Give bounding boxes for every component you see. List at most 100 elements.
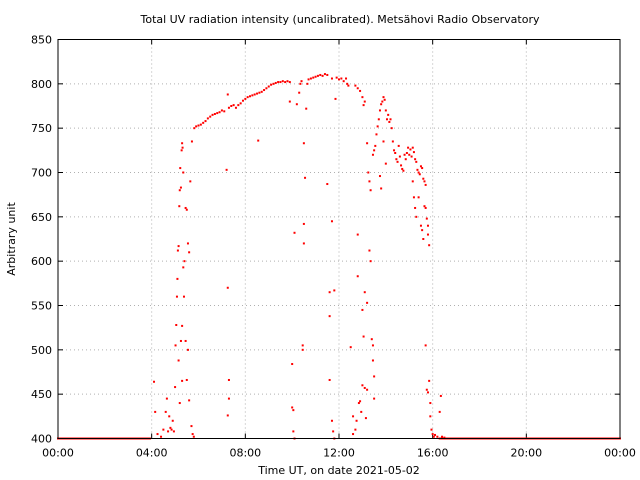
data-point [363,291,366,294]
data-point [419,165,422,168]
data-point [411,180,414,183]
data-point [253,93,256,96]
data-point [361,384,364,387]
y-tick-label: 600 [31,255,52,268]
data-point [263,89,266,92]
x-tick-label: 00:00 [604,447,636,460]
data-point [288,81,291,84]
data-point [373,149,376,152]
data-point [378,175,381,178]
data-point [422,177,425,180]
data-point [226,286,229,289]
data-point [314,75,317,78]
y-tick-label: 500 [31,344,52,357]
data-point [183,260,186,263]
data-point [415,215,418,218]
data-point [349,346,352,349]
data-point [362,335,365,338]
data-point [270,83,273,86]
data-point [301,344,304,347]
data-point [333,289,336,292]
data-point [181,146,184,149]
data-point [366,142,369,145]
data-point [374,144,377,147]
data-point [220,109,223,112]
data-point [165,397,168,400]
data-point [286,80,289,83]
data-point [188,251,191,254]
y-tick-label: 700 [31,167,52,180]
data-point [367,171,370,174]
data-point [404,158,407,161]
data-point [189,180,192,183]
data-point [417,171,420,174]
chart-title: Total UV radiation intensity (uncalibrat… [140,13,540,26]
data-point [257,139,260,142]
data-point [199,123,202,126]
data-point [178,402,181,405]
data-point [306,82,309,85]
data-point [168,415,171,418]
data-point [305,107,308,110]
data-point [164,410,167,413]
data-point [330,419,333,422]
data-point [357,402,360,405]
data-point [277,81,280,84]
x-tick-label: 12:00 [323,447,355,460]
data-point [388,120,391,123]
data-point [389,118,392,121]
data-point [415,160,418,163]
data-point [190,425,193,428]
data-point [316,74,319,77]
data-point [174,344,177,347]
data-point [363,100,366,103]
data-point [369,260,372,263]
data-point [223,110,226,113]
data-point [328,315,331,318]
data-point [373,375,376,378]
y-tick-label: 400 [31,433,52,446]
data-point [356,233,359,236]
data-point [328,291,331,294]
data-point [246,96,249,99]
data-point [330,77,333,80]
y-tick-label: 650 [31,211,52,224]
data-point [369,189,372,192]
data-point [421,167,424,170]
data-point [417,196,420,199]
data-point [371,344,374,347]
data-point [176,277,179,280]
data-point [302,242,305,245]
data-point [328,378,331,381]
data-point [342,80,345,83]
y-tick-label: 850 [31,34,52,47]
data-point [227,106,230,109]
data-point [380,103,383,106]
data-point [274,81,277,84]
data-point [352,415,355,418]
data-point [197,124,200,127]
data-point [284,81,287,84]
data-point [267,85,270,88]
data-point [356,275,359,278]
y-tick-label: 750 [31,122,52,135]
data-point [258,91,261,94]
data-point [186,348,189,351]
data-point [394,151,397,154]
data-point [371,153,374,156]
data-point [384,162,387,165]
data-point [288,100,291,103]
data-point [175,295,178,298]
data-point [312,76,315,79]
data-point [211,113,214,116]
data-point [387,113,390,116]
data-point [237,104,240,107]
data-point [386,118,389,121]
x-axis-label: Time UT, on date 2021-05-02 [257,464,420,477]
data-point [265,87,268,90]
data-point [191,433,194,436]
data-point [180,149,183,152]
data-point [414,158,417,161]
data-point [354,84,357,87]
